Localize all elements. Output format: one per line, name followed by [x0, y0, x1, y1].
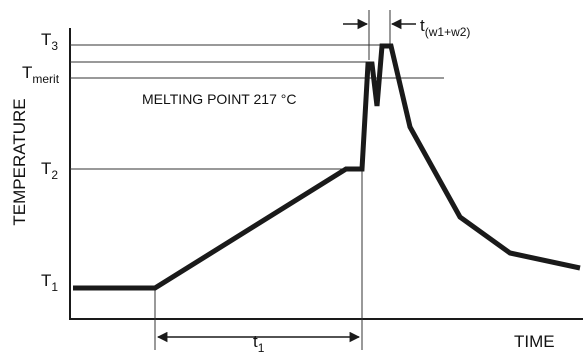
tmerit-label: Tmerit [22, 63, 60, 86]
temperature-profile-curve [73, 43, 581, 291]
t3-label: T3 [41, 30, 58, 53]
y-axis-title: TEMPERATURE [10, 98, 29, 225]
melting-point-label: MELTING POINT 217 °C [142, 91, 296, 107]
t2-label: T2 [41, 159, 58, 182]
tw-duration-label: t(w1+w2) [420, 16, 470, 39]
t1-duration-label: t1 [253, 332, 265, 352]
x-axis-title: TIME [514, 332, 555, 351]
t1-label: T1 [41, 271, 58, 294]
